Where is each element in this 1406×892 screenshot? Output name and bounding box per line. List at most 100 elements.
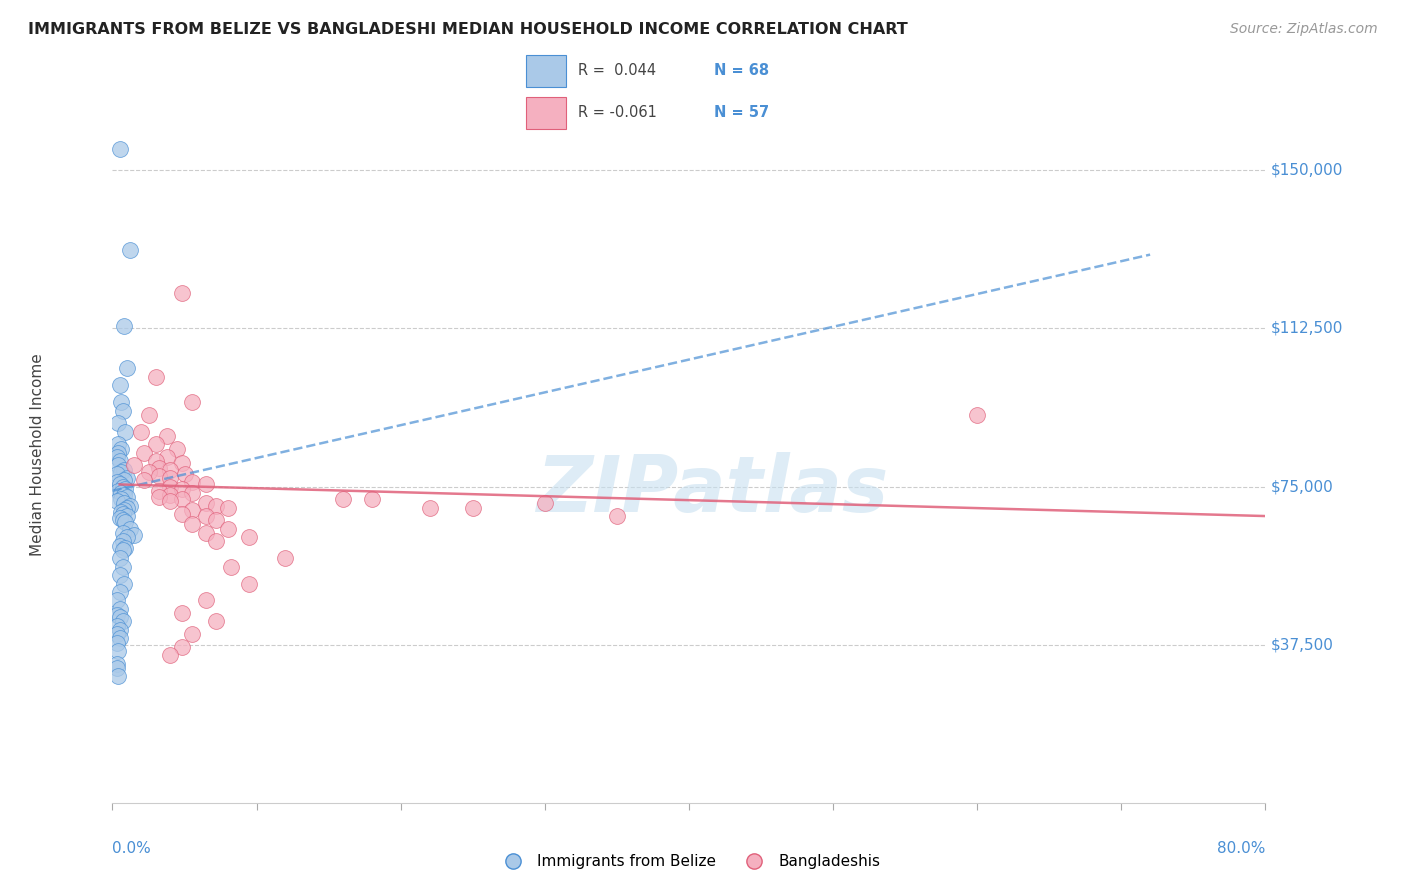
Point xyxy=(108,610,131,624)
Point xyxy=(159,479,181,493)
Point xyxy=(107,483,129,498)
Point xyxy=(114,541,136,555)
Point xyxy=(112,496,135,510)
Point xyxy=(217,500,239,515)
Point xyxy=(170,456,193,470)
Point xyxy=(170,285,193,300)
Point xyxy=(148,460,170,475)
Point xyxy=(332,492,354,507)
Point xyxy=(156,429,179,443)
Point xyxy=(166,442,188,456)
Point xyxy=(114,516,136,530)
Bar xyxy=(526,55,565,87)
Point xyxy=(145,437,167,451)
Point xyxy=(274,551,297,566)
Point xyxy=(105,657,128,671)
Point xyxy=(111,513,134,527)
Point xyxy=(108,477,131,491)
Point xyxy=(111,615,134,629)
Point xyxy=(148,490,170,504)
Point xyxy=(105,475,128,490)
Point xyxy=(110,442,132,456)
Point xyxy=(105,635,128,649)
Point xyxy=(111,507,134,521)
Point xyxy=(148,483,170,498)
Point xyxy=(129,425,153,439)
Point xyxy=(180,486,202,500)
Point xyxy=(105,450,128,464)
Point xyxy=(110,465,132,479)
Point xyxy=(966,408,988,422)
Point xyxy=(111,534,134,549)
Point xyxy=(110,492,132,507)
Point xyxy=(112,488,135,502)
Point xyxy=(115,361,138,376)
Point xyxy=(533,496,555,510)
Point xyxy=(105,593,128,607)
Point xyxy=(107,669,129,683)
Point xyxy=(105,661,128,675)
Point xyxy=(107,437,129,451)
Point xyxy=(205,534,228,549)
Point xyxy=(111,403,134,417)
Point xyxy=(205,513,228,527)
Text: $112,500: $112,500 xyxy=(1271,321,1344,336)
Point xyxy=(114,425,136,439)
Text: $37,500: $37,500 xyxy=(1271,637,1334,652)
Point xyxy=(108,632,131,646)
Point xyxy=(105,627,128,641)
Point xyxy=(115,530,138,544)
Point xyxy=(118,522,141,536)
Point xyxy=(180,517,202,532)
Text: N = 68: N = 68 xyxy=(714,63,769,78)
Point xyxy=(107,446,129,460)
Text: $150,000: $150,000 xyxy=(1271,163,1344,178)
Point xyxy=(110,395,132,409)
Point xyxy=(134,446,156,460)
Point xyxy=(159,494,181,508)
Point xyxy=(159,471,181,485)
Point xyxy=(145,370,167,384)
Point xyxy=(112,576,135,591)
Point xyxy=(115,471,138,485)
Point xyxy=(170,507,193,521)
Point xyxy=(461,500,484,515)
Text: 80.0%: 80.0% xyxy=(1218,841,1265,856)
Point xyxy=(159,648,181,663)
Point xyxy=(115,509,138,524)
Point xyxy=(108,568,131,582)
Point xyxy=(173,467,195,481)
Point xyxy=(138,408,160,422)
Text: R = -0.061: R = -0.061 xyxy=(578,105,657,120)
Point xyxy=(138,465,160,479)
Point xyxy=(180,395,202,409)
Text: Source: ZipAtlas.com: Source: ZipAtlas.com xyxy=(1230,22,1378,37)
Point xyxy=(195,593,218,607)
Point xyxy=(134,473,156,487)
Point xyxy=(238,576,260,591)
Point xyxy=(108,585,131,599)
Point xyxy=(122,528,145,542)
Text: Median Household Income: Median Household Income xyxy=(30,353,45,557)
Point xyxy=(105,494,128,508)
Point xyxy=(111,559,134,574)
Point xyxy=(180,627,202,641)
Point xyxy=(108,378,131,392)
Text: N = 57: N = 57 xyxy=(714,105,769,120)
Point xyxy=(107,644,129,658)
Point xyxy=(107,417,129,431)
Point xyxy=(108,142,131,156)
Point xyxy=(606,509,628,524)
Text: ZIPatlas: ZIPatlas xyxy=(536,451,889,528)
Point xyxy=(170,640,193,654)
Text: 0.0%: 0.0% xyxy=(112,841,152,856)
Point xyxy=(110,505,132,519)
Legend: Immigrants from Belize, Bangladeshis: Immigrants from Belize, Bangladeshis xyxy=(491,848,887,875)
Point xyxy=(107,458,129,473)
Point xyxy=(148,469,170,483)
Point xyxy=(219,559,242,574)
Point xyxy=(105,467,128,481)
Point xyxy=(360,492,382,507)
Point xyxy=(111,542,134,557)
Point xyxy=(122,458,145,473)
